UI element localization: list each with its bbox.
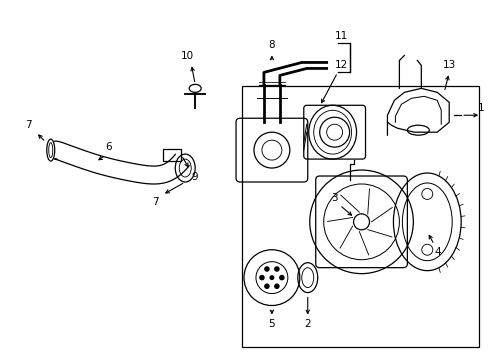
Circle shape [274, 266, 279, 272]
Text: 11: 11 [334, 31, 347, 41]
Bar [242, 86, 478, 347]
Text: 7: 7 [25, 120, 32, 130]
Circle shape [279, 275, 284, 280]
Circle shape [264, 283, 269, 289]
Text: 5: 5 [268, 319, 275, 329]
Text: 1: 1 [477, 103, 484, 113]
Text: 4: 4 [433, 247, 440, 257]
Text: 9: 9 [190, 172, 197, 182]
Circle shape [274, 283, 279, 289]
Bar [163, 149, 181, 161]
Text: 3: 3 [331, 193, 337, 203]
Text: 7: 7 [152, 197, 158, 207]
Text: 12: 12 [334, 60, 347, 71]
Text: 6: 6 [105, 142, 112, 152]
Circle shape [269, 275, 274, 280]
Circle shape [259, 275, 264, 280]
Text: 8: 8 [268, 40, 275, 50]
Text: 2: 2 [304, 319, 310, 329]
Text: 10: 10 [180, 51, 193, 62]
Text: 13: 13 [442, 60, 455, 71]
Circle shape [264, 266, 269, 272]
